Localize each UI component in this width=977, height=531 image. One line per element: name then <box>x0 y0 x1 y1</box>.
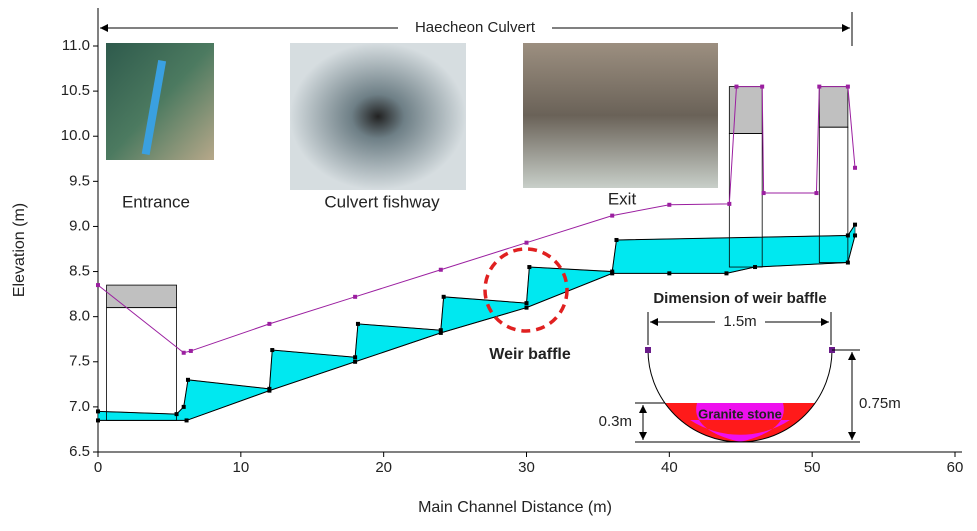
x-tick-label: 30 <box>518 459 535 476</box>
culvert-deck <box>106 284 177 309</box>
y-tick-label: 10.5 <box>61 82 90 99</box>
culvert-deck <box>818 86 849 128</box>
photos: Entrance Culvert fishway Exit <box>106 43 718 211</box>
culvert-opening <box>818 126 849 263</box>
y-tick-label: 7.5 <box>69 353 90 370</box>
point <box>355 321 360 326</box>
point <box>353 359 358 364</box>
point <box>853 165 858 170</box>
culvert-span: Haecheon Culvert <box>97 12 853 46</box>
point <box>753 265 758 270</box>
point <box>845 260 850 265</box>
y-tick-label: 9.5 <box>69 172 90 189</box>
point <box>96 283 100 288</box>
point <box>270 348 275 353</box>
point <box>727 201 732 206</box>
x-tick-label: 10 <box>232 459 249 476</box>
point <box>614 237 619 242</box>
y-tick-label: 6.5 <box>69 443 90 460</box>
point <box>845 233 850 238</box>
point <box>441 294 446 299</box>
point <box>845 84 850 89</box>
photo-detail <box>141 60 167 155</box>
x-tick-label: 40 <box>661 459 678 476</box>
inset-title: Dimension of weir baffle <box>653 290 826 307</box>
point <box>524 240 529 245</box>
point <box>181 404 186 409</box>
photo-caption: Culvert fishway <box>324 192 440 211</box>
point <box>96 409 100 414</box>
plot-area: 6.5 7.0 7.5 8.0 8.5 9.0 9.5 10.0 10.5 11.0 0 10 20 30… <box>61 8 964 476</box>
point <box>438 267 443 272</box>
point <box>524 301 529 306</box>
point <box>96 418 100 423</box>
culvert-label: Haecheon Culvert <box>415 19 536 36</box>
point <box>667 271 672 276</box>
point <box>174 412 179 417</box>
photo-culvert <box>290 43 466 190</box>
point <box>353 294 358 299</box>
culvert-opening <box>106 307 177 421</box>
point <box>610 271 615 276</box>
x-axis-label: Main Channel Distance (m) <box>418 499 612 516</box>
point <box>438 328 443 333</box>
point <box>724 271 729 276</box>
x-tick-label: 20 <box>375 459 392 476</box>
weir-label: Weir baffle <box>489 346 571 363</box>
point <box>853 222 858 227</box>
point <box>184 418 189 423</box>
photo-caption: Exit <box>608 189 637 208</box>
point <box>814 191 819 196</box>
dim-label: 0.75m <box>859 395 901 412</box>
x-tick-label: 0 <box>94 459 102 476</box>
marker <box>645 347 651 353</box>
y-tick-label: 11.0 <box>62 37 90 54</box>
x-tick-label: 50 <box>804 459 821 476</box>
point <box>438 330 443 335</box>
profile-line <box>97 224 856 415</box>
point <box>185 377 190 382</box>
inset-diagram: Dimension of weir baffle 1.5m Granite st… <box>599 290 901 443</box>
point <box>188 348 193 353</box>
label-bg <box>398 19 552 37</box>
granite-stone <box>690 403 790 442</box>
point <box>761 191 766 196</box>
point <box>181 350 186 355</box>
stone-label: Granite stone <box>698 406 782 421</box>
point <box>667 202 672 207</box>
y-tick-label: 7.0 <box>69 398 90 415</box>
point <box>267 388 272 393</box>
arrowhead <box>639 405 647 440</box>
photo-exit <box>523 43 718 188</box>
dim-label: 1.5m <box>723 313 756 330</box>
y-axis-label: Elevation (m) <box>11 203 28 297</box>
point <box>610 213 615 218</box>
profile-line <box>98 235 856 421</box>
point <box>524 305 529 310</box>
y-tick-label: 8.0 <box>69 308 90 325</box>
point <box>353 355 358 360</box>
point <box>817 84 822 89</box>
photo-caption: Entrance <box>122 192 190 211</box>
y-tick-label: 8.5 <box>69 263 90 280</box>
y-tick-label: 9.0 <box>69 217 90 234</box>
point <box>267 321 272 326</box>
x-tick-label: 60 <box>947 459 964 476</box>
point <box>734 84 739 89</box>
label-bg <box>715 313 765 331</box>
point <box>853 233 858 238</box>
point <box>760 84 765 89</box>
y-tick-label: 10.0 <box>61 127 90 144</box>
dim-label: 0.3m <box>599 413 632 430</box>
point <box>527 265 532 270</box>
weir-highlight <box>483 247 569 333</box>
